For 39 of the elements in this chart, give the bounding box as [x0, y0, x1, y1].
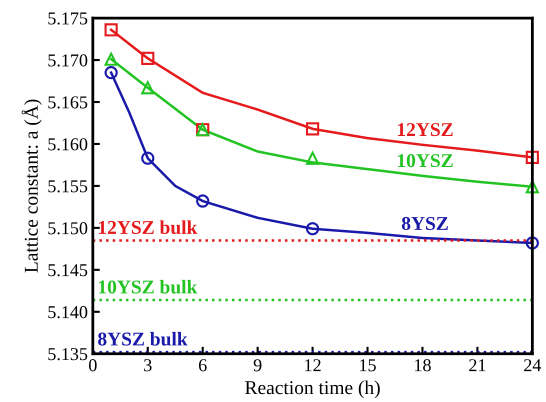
y-tick-label: 5.165: [48, 96, 88, 109]
point: [526, 150, 539, 164]
series-label: 8YSZ: [402, 216, 448, 230]
point: [306, 152, 320, 165]
x-tick-label: 0: [88, 359, 97, 372]
x-tick-label: 21: [469, 359, 486, 372]
x-tick-label: 12: [305, 359, 321, 372]
x-tick-label: 18: [415, 359, 431, 372]
x-tick-label: 9: [254, 359, 262, 372]
point: [141, 52, 154, 65]
y-tick-label: 5.140: [48, 306, 88, 318]
point: [306, 222, 320, 236]
x-tick-label: 3: [144, 359, 152, 372]
x-axis-title: Reaction time (h): [245, 380, 380, 398]
x-tick-label: 24: [524, 359, 542, 372]
point: [104, 66, 118, 80]
y-tick-label: 5.145: [48, 264, 88, 276]
y-tick-label: 5.170: [48, 54, 88, 67]
point: [141, 81, 154, 94]
x-tick-label: 15: [360, 359, 376, 372]
point: [104, 23, 118, 36]
y-axis-title: Lattice constant: a (Å): [22, 100, 42, 273]
series-label: 12YSZ: [398, 123, 453, 136]
series-label: 10YSZ: [398, 154, 453, 168]
y-tick-label: 5.155: [48, 180, 88, 192]
point: [526, 180, 539, 194]
point: [196, 194, 210, 208]
ref-line-label: 12YSZ bulk: [98, 220, 198, 234]
x-tick-label: 6: [198, 359, 207, 372]
point: [104, 52, 118, 66]
point: [526, 236, 539, 250]
y-tick-label: 5.175: [48, 12, 88, 25]
point: [141, 152, 154, 165]
point: [306, 122, 320, 136]
y-tick-label: 5.150: [48, 222, 88, 234]
y-tick-label: 5.160: [48, 138, 88, 150]
y-tick-label: 5.135: [48, 348, 88, 360]
ref-line-label: 10YSZ bulk: [98, 280, 198, 294]
ref-line-label: 8YSZ bulk: [98, 332, 188, 346]
